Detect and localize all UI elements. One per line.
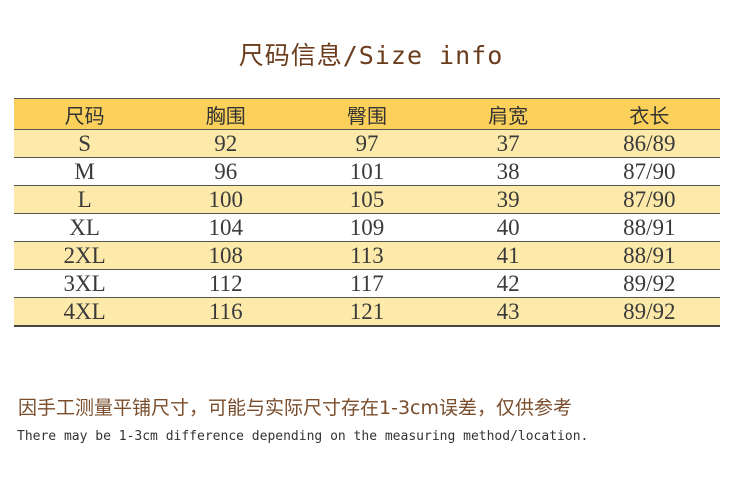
cell-shoulder: 38	[437, 157, 579, 186]
cell-size: 3XL	[14, 269, 156, 298]
size-chart-table: 尺码 胸围 臀围 肩宽 衣长 S 92 97 37 86/89 M 96 101…	[14, 98, 720, 327]
cell-hip: 113	[296, 241, 438, 270]
cell-length: 86/89	[578, 129, 720, 158]
measurement-note-english: There may be 1-3cm difference depending …	[17, 429, 589, 444]
table-row: 2XL 108 113 41 88/91	[14, 241, 720, 270]
cell-chest: 100	[155, 185, 297, 214]
cell-shoulder: 41	[437, 241, 579, 270]
table-row: M 96 101 38 87/90	[14, 157, 720, 186]
cell-length: 89/92	[578, 297, 720, 327]
cell-chest: 92	[155, 129, 297, 158]
cell-length: 88/91	[578, 213, 720, 242]
cell-shoulder: 42	[437, 269, 579, 298]
table-header-row: 尺码 胸围 臀围 肩宽 衣长	[14, 98, 720, 130]
cell-chest: 104	[155, 213, 297, 242]
cell-chest: 108	[155, 241, 297, 270]
cell-hip: 105	[296, 185, 438, 214]
table-row: XL 104 109 40 88/91	[14, 213, 720, 242]
cell-chest: 116	[155, 297, 297, 327]
cell-size: S	[14, 129, 156, 158]
cell-chest: 96	[155, 157, 297, 186]
cell-shoulder: 37	[437, 129, 579, 158]
cell-size: L	[14, 185, 156, 214]
header-hip: 臀围	[296, 98, 438, 130]
table-row: 4XL 116 121 43 89/92	[14, 297, 720, 327]
cell-chest: 112	[155, 269, 297, 298]
table-row: L 100 105 39 87/90	[14, 185, 720, 214]
header-shoulder: 肩宽	[437, 98, 579, 130]
cell-hip: 109	[296, 213, 438, 242]
cell-length: 87/90	[578, 185, 720, 214]
cell-shoulder: 40	[437, 213, 579, 242]
cell-shoulder: 43	[437, 297, 579, 327]
cell-hip: 97	[296, 129, 438, 158]
cell-length: 89/92	[578, 269, 720, 298]
table-row: S 92 97 37 86/89	[14, 129, 720, 158]
cell-size: M	[14, 157, 156, 186]
cell-size: 2XL	[14, 241, 156, 270]
cell-hip: 121	[296, 297, 438, 327]
cell-length: 88/91	[578, 241, 720, 270]
cell-shoulder: 39	[437, 185, 579, 214]
measurement-note-chinese: 因手工测量平铺尺寸，可能与实际尺寸存在1-3cm误差，仅供参考	[18, 397, 572, 419]
cell-hip: 117	[296, 269, 438, 298]
header-chest: 胸围	[155, 98, 297, 130]
cell-hip: 101	[296, 157, 438, 186]
header-size: 尺码	[14, 98, 156, 130]
cell-size: 4XL	[14, 297, 156, 327]
cell-length: 87/90	[578, 157, 720, 186]
table-row: 3XL 112 117 42 89/92	[14, 269, 720, 298]
page-title: 尺码信息/Size info	[238, 41, 504, 70]
header-length: 衣长	[578, 98, 720, 130]
cell-size: XL	[14, 213, 156, 242]
